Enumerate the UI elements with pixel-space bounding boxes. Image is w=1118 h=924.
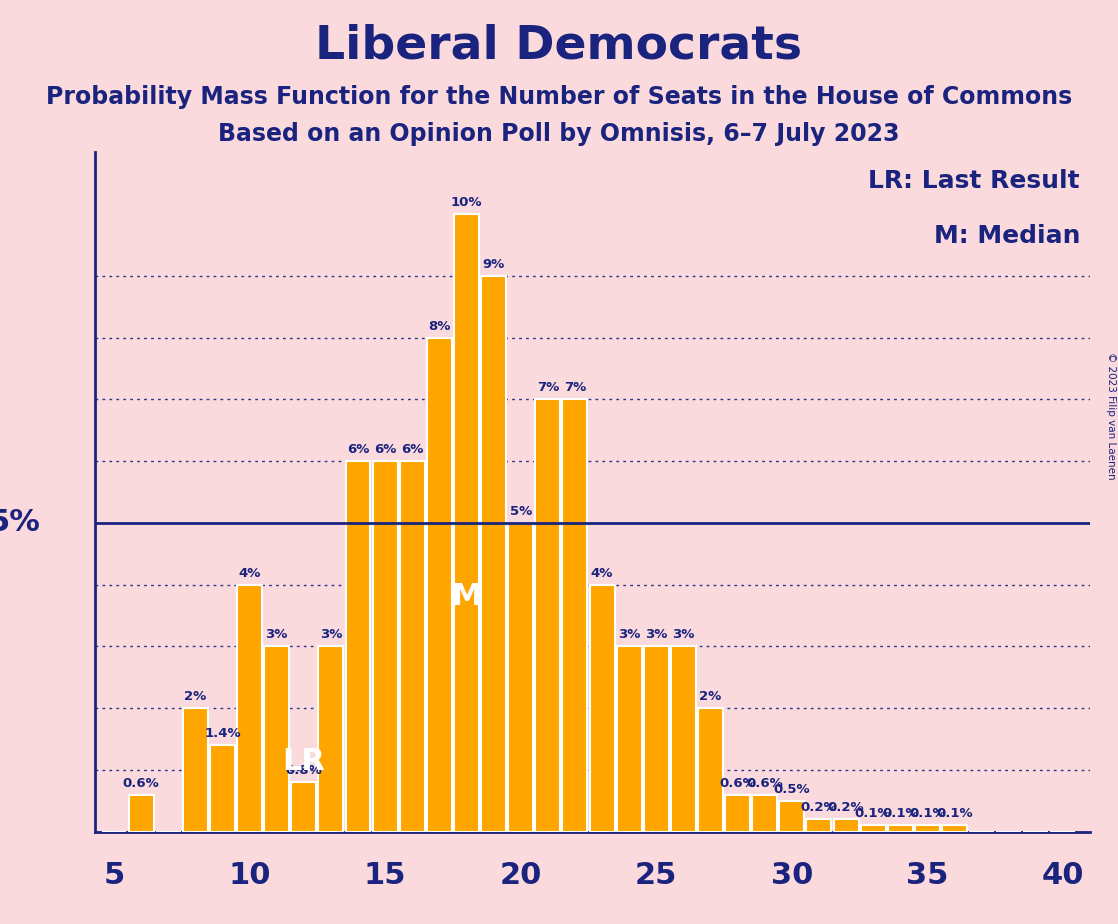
Text: 4%: 4% bbox=[590, 566, 613, 579]
Text: 0.1%: 0.1% bbox=[909, 808, 946, 821]
Text: 6%: 6% bbox=[401, 444, 424, 456]
Bar bbox=[915, 825, 940, 832]
Bar bbox=[400, 461, 425, 832]
Bar bbox=[509, 523, 533, 832]
Text: 3%: 3% bbox=[265, 628, 287, 641]
Bar bbox=[644, 647, 669, 832]
Text: 0.2%: 0.2% bbox=[827, 801, 864, 814]
Bar bbox=[292, 783, 316, 832]
Bar bbox=[589, 585, 615, 832]
Text: 1.4%: 1.4% bbox=[205, 727, 240, 740]
Bar bbox=[536, 399, 560, 832]
Text: 6%: 6% bbox=[373, 444, 396, 456]
Text: 5%: 5% bbox=[510, 505, 532, 518]
Text: 0.6%: 0.6% bbox=[719, 776, 756, 790]
Bar bbox=[617, 647, 642, 832]
Text: Based on an Opinion Poll by Omnisis, 6–7 July 2023: Based on an Opinion Poll by Omnisis, 6–7… bbox=[218, 122, 900, 146]
Text: 3%: 3% bbox=[618, 628, 641, 641]
Text: 2%: 2% bbox=[700, 690, 721, 703]
Bar bbox=[834, 820, 859, 832]
Bar bbox=[752, 795, 777, 832]
Bar bbox=[779, 801, 804, 832]
Text: 0.6%: 0.6% bbox=[747, 776, 783, 790]
Bar bbox=[671, 647, 695, 832]
Text: LR: LR bbox=[283, 747, 325, 776]
Text: 0.6%: 0.6% bbox=[123, 776, 160, 790]
Text: 3%: 3% bbox=[645, 628, 667, 641]
Bar bbox=[726, 795, 750, 832]
Text: © 2023 Filip van Laenen: © 2023 Filip van Laenen bbox=[1106, 352, 1116, 480]
Bar bbox=[454, 214, 479, 832]
Text: 2%: 2% bbox=[184, 690, 207, 703]
Text: 0.2%: 0.2% bbox=[800, 801, 837, 814]
Text: 3%: 3% bbox=[672, 628, 694, 641]
Bar bbox=[806, 820, 832, 832]
Bar bbox=[345, 461, 370, 832]
Bar bbox=[183, 708, 208, 832]
Text: Liberal Democrats: Liberal Democrats bbox=[315, 23, 803, 68]
Text: 0.8%: 0.8% bbox=[285, 764, 322, 777]
Text: 0.1%: 0.1% bbox=[936, 808, 973, 821]
Bar bbox=[210, 745, 235, 832]
Text: 6%: 6% bbox=[347, 444, 369, 456]
Bar bbox=[237, 585, 262, 832]
Bar bbox=[129, 795, 153, 832]
Text: M: M bbox=[452, 582, 482, 612]
Bar bbox=[942, 825, 967, 832]
Text: 3%: 3% bbox=[320, 628, 342, 641]
Bar bbox=[698, 708, 723, 832]
Text: 4%: 4% bbox=[238, 566, 260, 579]
Bar bbox=[861, 825, 885, 832]
Text: LR: Last Result: LR: Last Result bbox=[869, 169, 1080, 193]
Bar bbox=[372, 461, 398, 832]
Text: 10%: 10% bbox=[451, 196, 482, 209]
Text: 9%: 9% bbox=[483, 258, 504, 271]
Text: 0.1%: 0.1% bbox=[855, 808, 891, 821]
Text: 7%: 7% bbox=[563, 382, 586, 395]
Bar bbox=[264, 647, 290, 832]
Text: Probability Mass Function for the Number of Seats in the House of Commons: Probability Mass Function for the Number… bbox=[46, 85, 1072, 109]
Bar bbox=[888, 825, 912, 832]
Text: M: Median: M: Median bbox=[934, 224, 1080, 248]
Text: 8%: 8% bbox=[428, 320, 451, 333]
Bar bbox=[481, 276, 506, 832]
Text: 0.1%: 0.1% bbox=[882, 808, 919, 821]
Bar bbox=[562, 399, 587, 832]
Bar bbox=[427, 337, 452, 832]
Text: 7%: 7% bbox=[537, 382, 559, 395]
Bar bbox=[319, 647, 343, 832]
Text: 0.5%: 0.5% bbox=[774, 783, 811, 796]
Text: 5%: 5% bbox=[0, 508, 40, 538]
